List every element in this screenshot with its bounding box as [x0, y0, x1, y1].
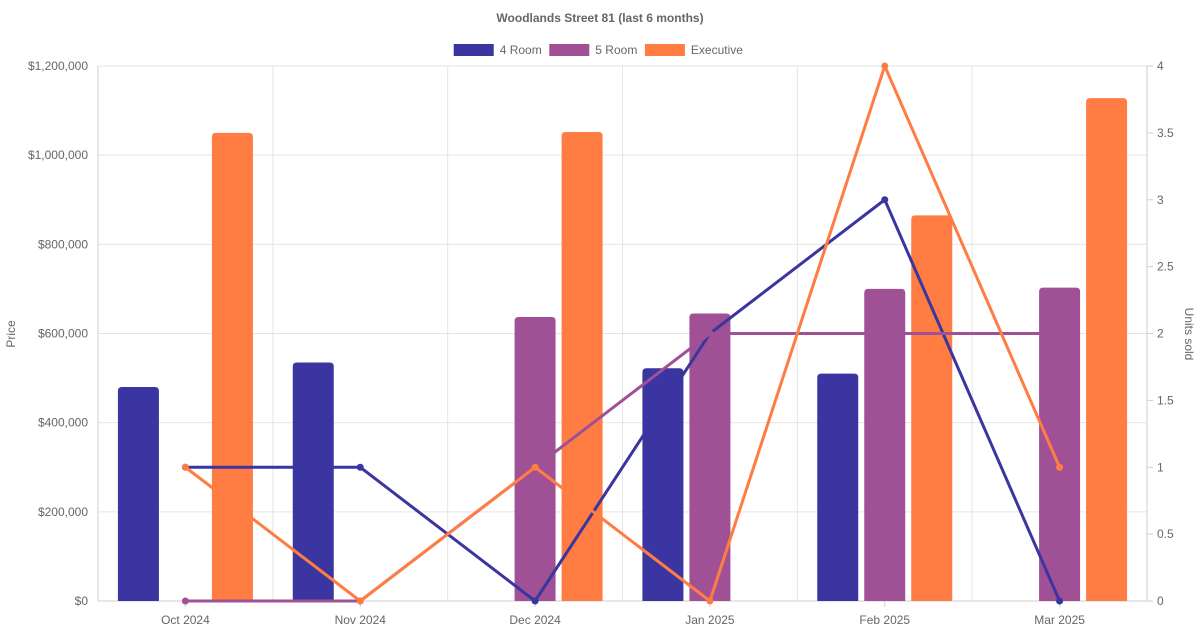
- left-axis-title: Price: [4, 320, 18, 348]
- bar-4-room[interactable]: [117, 387, 159, 601]
- point-5-room[interactable]: [1056, 330, 1064, 337]
- right-tick-label: 4: [1157, 59, 1164, 73]
- point-executive[interactable]: [1056, 463, 1064, 471]
- line-executive[interactable]: [184, 64, 1061, 603]
- legend-item[interactable]: 4 Room: [453, 43, 542, 57]
- chart-title: Woodlands Street 81 (last 6 months): [496, 11, 703, 25]
- bar-4-room[interactable]: [642, 368, 684, 601]
- bar-4-room[interactable]: [292, 362, 334, 601]
- left-tick-label: $800,000: [38, 237, 88, 251]
- right-tick-label: 2: [1157, 327, 1164, 341]
- left-tick-label: $600,000: [38, 327, 88, 341]
- bar-executive[interactable]: [1086, 98, 1128, 601]
- right-tick-label: 2.5: [1157, 260, 1174, 274]
- right-tick-label: 3: [1157, 193, 1164, 207]
- units-lines: [181, 62, 1064, 605]
- point-executive[interactable]: [881, 62, 889, 70]
- bar-executive[interactable]: [211, 132, 253, 601]
- point-executive[interactable]: [356, 597, 364, 605]
- left-tick-label: $1,000,000: [28, 148, 88, 162]
- right-axis-title: Units sold: [1182, 308, 1196, 361]
- point-5-room[interactable]: [181, 597, 189, 605]
- bar-5-room[interactable]: [1039, 287, 1081, 601]
- bar-executive[interactable]: [561, 131, 603, 601]
- right-tick-label: 3.5: [1157, 126, 1174, 140]
- left-tick-label: $1,200,000: [28, 59, 88, 73]
- point-4-room[interactable]: [356, 463, 364, 471]
- right-tick-label: 1.5: [1157, 393, 1174, 407]
- legend[interactable]: 4 Room 5 Room Executive: [453, 43, 744, 57]
- legend-item[interactable]: 5 Room: [549, 43, 637, 57]
- point-4-room[interactable]: [531, 597, 539, 605]
- legend-item[interactable]: Executive: [644, 43, 743, 57]
- point-executive[interactable]: [181, 463, 189, 471]
- legend-label: Executive: [691, 43, 743, 57]
- legend-swatch: [453, 44, 494, 56]
- left-tick-label: $200,000: [38, 505, 88, 519]
- bar-4-room[interactable]: [817, 373, 859, 601]
- line-5-room[interactable]: [185, 332, 1060, 603]
- point-5-room[interactable]: [881, 330, 889, 337]
- point-4-room[interactable]: [881, 196, 889, 204]
- bar-5-room[interactable]: [689, 313, 731, 601]
- point-executive[interactable]: [531, 463, 539, 471]
- x-tick-label: Jan 2025: [685, 613, 735, 627]
- legend-label: 4 Room: [500, 43, 542, 57]
- x-tick-label: Oct 2024: [161, 613, 210, 627]
- x-tick-label: Nov 2024: [335, 613, 387, 627]
- x-tick-label: Feb 2025: [859, 613, 910, 627]
- right-axis-ticks: 0 0.5 1 1.5 2 2.5 3 3.5 4: [1147, 59, 1174, 608]
- point-4-room[interactable]: [1056, 597, 1064, 605]
- right-tick-label: 0.5: [1157, 527, 1174, 541]
- bar-5-room[interactable]: [864, 288, 906, 601]
- price-bars: [117, 98, 1128, 601]
- right-tick-label: 0: [1157, 594, 1164, 608]
- left-tick-label: $400,000: [38, 416, 88, 430]
- bar-5-room[interactable]: [514, 317, 556, 601]
- line-4-room[interactable]: [185, 198, 1061, 603]
- bar-executive[interactable]: [911, 215, 953, 601]
- point-5-room[interactable]: [706, 330, 714, 337]
- x-axis-ticks: Oct 2024 Nov 2024 Dec 2024 Jan 2025 Feb 2025…: [161, 601, 1085, 627]
- left-tick-label: $0: [75, 594, 89, 608]
- right-tick-label: 1: [1157, 460, 1164, 474]
- legend-swatch: [644, 44, 685, 56]
- point-executive[interactable]: [706, 597, 714, 605]
- left-axis-ticks: $0 $200,000 $400,000 $600,000 $800,000 $1,000…: [28, 59, 88, 608]
- x-tick-label: Mar 2025: [1034, 613, 1085, 627]
- x-tick-label: Dec 2024: [509, 613, 561, 627]
- legend-label: 5 Room: [595, 43, 637, 57]
- legend-swatch: [549, 44, 590, 56]
